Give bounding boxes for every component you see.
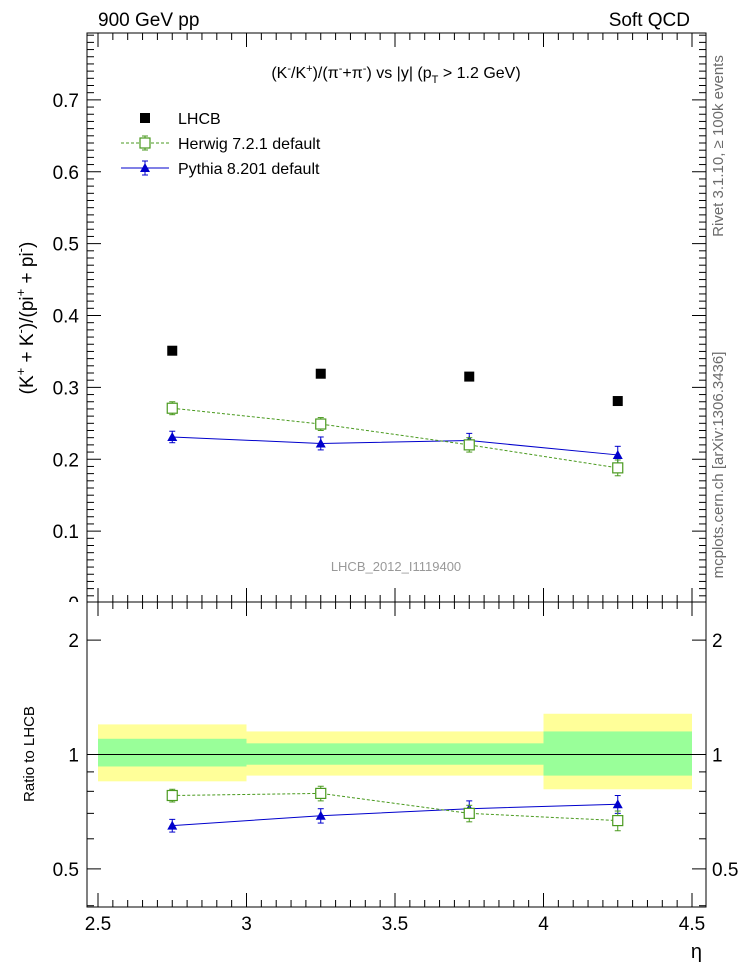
data-point	[166, 402, 178, 414]
ratio-series-line	[172, 792, 618, 822]
y-tick-label: 0.4	[53, 307, 80, 328]
y-tick-label-zero: 0	[68, 594, 79, 615]
x-tick-label: 2.5	[85, 914, 111, 935]
ratio-y-axis-label: Ratio to LHCB	[21, 706, 38, 802]
header-left: 900 GeV pp	[98, 10, 199, 31]
data-point	[612, 449, 623, 459]
x-axis-label: η	[691, 941, 702, 963]
data-point	[464, 371, 475, 382]
data-point	[167, 431, 178, 441]
y-tick-label: 0.6	[53, 163, 79, 184]
ratio-data-point	[166, 789, 178, 802]
y-tick-label: 0.3	[53, 378, 79, 399]
legend-marker	[140, 163, 150, 172]
ratio-data-point	[612, 814, 624, 827]
legend-marker	[139, 137, 151, 149]
ratio-data-point	[167, 820, 178, 830]
legend-label: LHCB	[178, 111, 221, 128]
mcplots-label: mcplots.cern.ch [arXiv:1306.3436]	[710, 352, 727, 579]
y-tick-label: 0.2	[53, 450, 79, 471]
data-point	[167, 345, 178, 356]
analysis-id: LHCB_2012_I1119400	[331, 559, 461, 574]
data-point	[315, 438, 326, 448]
y-tick-label: 0.7	[53, 91, 79, 112]
data-point	[463, 439, 475, 451]
legend-label: Herwig 7.2.1 default	[178, 136, 321, 153]
ratio-y-tick-label: 2	[68, 631, 79, 652]
ratio-panel: 0.5 0.5 1 1 2 2 2.5 3 3.5 4 4.5 η Ratio to LHCB	[21, 601, 738, 963]
legend-label: Pythia 8.201 default	[178, 161, 320, 178]
y-tick-label: 0.5	[53, 235, 79, 256]
x-tick-label: 3.5	[382, 914, 408, 935]
ratio-data-point	[315, 810, 326, 820]
data-point	[315, 418, 327, 430]
ratio-y-tick-label-right: 0.5	[712, 860, 738, 881]
main-panel: 0.1 0.2 0.3 0.4 0.5 0.6 0.7 0 (K+ + K-)/(pi+ + p…	[13, 32, 707, 615]
x-tick-label: 4	[538, 914, 549, 935]
x-tick-label: 4.5	[679, 914, 705, 935]
x-tick-label: 3	[241, 914, 252, 935]
uncertainty-band-inner	[543, 731, 692, 776]
ratio-data-point	[612, 799, 623, 809]
header-right: Soft QCD	[609, 10, 690, 31]
rivet-label: Rivet 3.1.10, ≥ 100k events	[710, 55, 727, 237]
ratio-series-line	[172, 803, 618, 827]
series-line	[172, 407, 618, 469]
ratio-y-tick-label: 0.5	[53, 860, 79, 881]
legend-marker	[140, 113, 150, 123]
y-tick-label: 0.1	[53, 522, 79, 543]
chart-title: (K-/K+)/(π-+π-) vs |y| (pT > 1.2 GeV)	[271, 63, 520, 86]
data-point	[612, 462, 624, 474]
ratio-data-point	[463, 807, 475, 819]
y-axis-label: (K+ + K-)/(pi+ + pi-)	[13, 242, 38, 395]
data-point	[315, 368, 326, 379]
ratio-y-tick-label-right: 2	[712, 631, 723, 652]
ratio-y-tick-label: 1	[68, 746, 79, 767]
data-point	[612, 396, 623, 407]
ratio-y-tick-label-right: 1	[712, 746, 723, 767]
uncertainty-band-inner	[98, 738, 247, 767]
series-line	[172, 436, 618, 456]
ratio-data-point	[315, 787, 327, 800]
